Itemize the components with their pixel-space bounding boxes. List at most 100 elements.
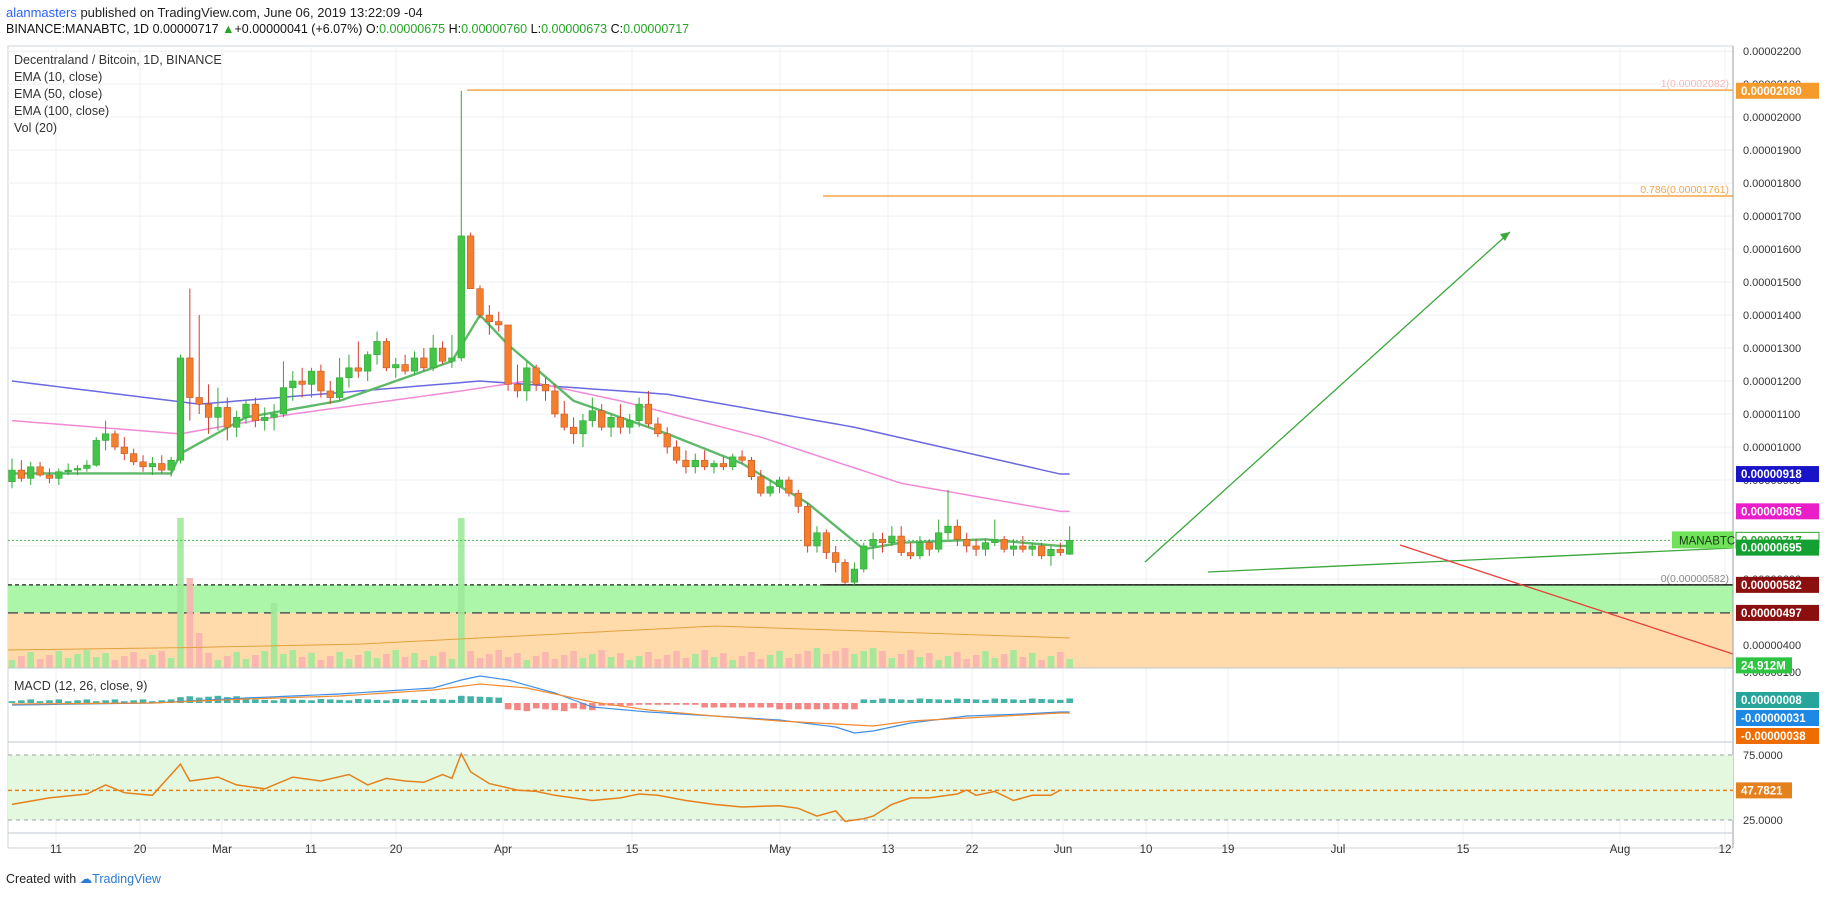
macd-hist-bar bbox=[111, 699, 119, 703]
rsi-line bbox=[11, 751, 1061, 823]
macd-tag-label: -0.00000031 bbox=[1741, 713, 1806, 725]
price-tag bbox=[1736, 657, 1792, 674]
rsi-band bbox=[8, 755, 1733, 820]
volume-bar bbox=[1038, 660, 1045, 668]
macd-hist-bar bbox=[317, 698, 325, 703]
candle bbox=[298, 380, 306, 385]
volume-bar bbox=[355, 655, 362, 668]
macd-hist-bar bbox=[36, 701, 44, 703]
volume-bar bbox=[495, 650, 503, 668]
candle bbox=[233, 417, 241, 428]
macd-hist-bar bbox=[486, 697, 493, 703]
price-axis-label: 0.00001000 bbox=[1743, 442, 1801, 454]
time-axis-label: Mar bbox=[212, 844, 232, 856]
volume-bar bbox=[177, 518, 184, 668]
candle bbox=[429, 347, 437, 369]
macd-hist-bar bbox=[149, 701, 156, 703]
change-arrow: ▲ bbox=[222, 22, 235, 36]
candle bbox=[701, 459, 709, 468]
macd-hist-bar bbox=[832, 703, 839, 710]
candle bbox=[878, 539, 887, 543]
price-tag bbox=[1736, 539, 1819, 556]
volume-bar bbox=[851, 654, 858, 668]
volume-bar bbox=[972, 655, 980, 668]
candle bbox=[523, 367, 531, 392]
legend-ema10: EMA (10, close) bbox=[14, 70, 102, 84]
volume-bar bbox=[467, 651, 474, 668]
volume-bar bbox=[486, 654, 493, 668]
volume-bar bbox=[308, 653, 315, 668]
candle bbox=[261, 417, 269, 421]
macd-hist-bar bbox=[766, 703, 774, 708]
volume-bar bbox=[36, 659, 44, 668]
macd-hist-bar bbox=[701, 703, 708, 708]
price-tag-label: 0.00000805 bbox=[1741, 506, 1802, 518]
candle bbox=[195, 397, 203, 405]
low-value: 0.00000673 bbox=[541, 22, 608, 36]
candle bbox=[551, 390, 559, 415]
volume-bar bbox=[139, 659, 147, 668]
candle bbox=[635, 403, 643, 421]
candle bbox=[410, 357, 419, 372]
candle bbox=[841, 562, 849, 583]
macd-hist-bar bbox=[720, 703, 727, 708]
volume-bar bbox=[654, 659, 662, 668]
macd-hist-bar bbox=[570, 703, 577, 709]
macd-hist-bar bbox=[729, 703, 737, 708]
volume-bar bbox=[748, 652, 755, 668]
volume-bar bbox=[252, 655, 259, 668]
candles bbox=[8, 90, 1074, 585]
price-tag bbox=[1736, 466, 1819, 483]
price-axis-label: 0.00002000 bbox=[1743, 112, 1801, 124]
volume-bar bbox=[1066, 659, 1073, 668]
fib-label-1: 1(0.00002082) bbox=[1661, 78, 1729, 90]
macd-hist-bar bbox=[991, 698, 999, 703]
candle bbox=[354, 367, 362, 372]
macd-hist-bar bbox=[532, 703, 540, 709]
macd-hist-bar bbox=[1057, 699, 1064, 703]
macd-hist-bar bbox=[1038, 698, 1045, 703]
candle bbox=[588, 410, 596, 421]
macd-hist-bar bbox=[270, 700, 278, 703]
open-label: O: bbox=[365, 22, 380, 36]
macd-hist-bar bbox=[935, 699, 942, 703]
candle bbox=[935, 532, 943, 550]
candle bbox=[963, 539, 971, 547]
time-axis-label: 15 bbox=[626, 844, 639, 856]
candle bbox=[1047, 548, 1055, 557]
volume-bar bbox=[18, 656, 25, 668]
candle bbox=[27, 466, 35, 479]
candle bbox=[672, 446, 681, 461]
macd-hist-bar bbox=[851, 703, 858, 710]
macd-hist-bar bbox=[261, 699, 269, 703]
macd-hist-bar bbox=[785, 703, 793, 710]
macd-hist-bar bbox=[439, 699, 446, 703]
candle bbox=[270, 413, 278, 418]
volume-bar bbox=[429, 656, 437, 668]
macd-hist-bar bbox=[467, 696, 474, 703]
macd-hist-bar bbox=[336, 699, 343, 703]
candle bbox=[541, 384, 550, 392]
candle bbox=[560, 413, 568, 428]
candle bbox=[335, 377, 344, 398]
legend-ema100: EMA (100, close) bbox=[14, 104, 109, 118]
author-link[interactable]: alanmasters bbox=[6, 5, 77, 20]
tradingview-brand[interactable]: TradingView bbox=[92, 872, 161, 886]
candle bbox=[485, 314, 493, 322]
candle bbox=[214, 407, 222, 418]
candle bbox=[186, 357, 194, 398]
macd-hist-bar bbox=[1010, 699, 1017, 703]
macd-hist-bar bbox=[654, 703, 662, 705]
tradingview-logo-icon[interactable]: ☁ bbox=[79, 872, 93, 886]
candle bbox=[36, 466, 44, 476]
volume-bar bbox=[261, 651, 269, 668]
volume-bar bbox=[888, 658, 896, 668]
candle bbox=[925, 542, 933, 550]
volume-bar bbox=[738, 656, 746, 668]
volume-bar bbox=[457, 518, 465, 668]
macd-hist-bar bbox=[504, 703, 512, 710]
high-value: 0.00000760 bbox=[461, 22, 528, 36]
volume-bar bbox=[420, 660, 428, 668]
candle bbox=[906, 552, 915, 557]
